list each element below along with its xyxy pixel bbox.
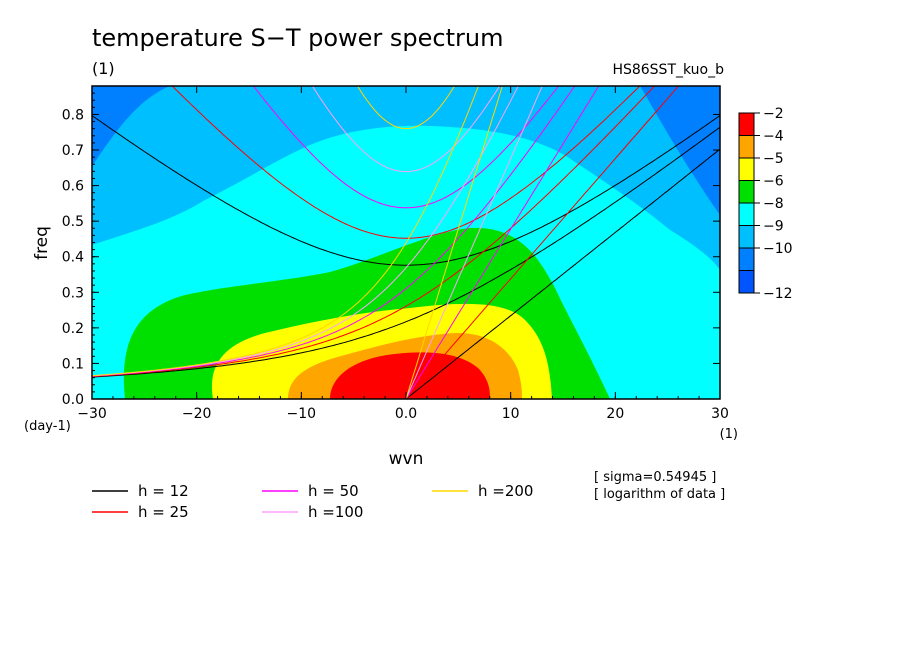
y-axis-title: freq [32, 226, 52, 260]
y-tick-label: 0.3 [62, 285, 84, 301]
dispersion-curves [92, 86, 720, 399]
legend-label: h = 25 [138, 503, 189, 521]
y-tick-label: 0.5 [62, 214, 84, 230]
colorbar-label: −2 [763, 106, 784, 122]
colorbar-label: −8 [763, 196, 784, 212]
legend-label: h = 12 [138, 482, 189, 500]
x-tick-label: 0.0 [395, 406, 417, 422]
chart-subtitle-right: HS86SST_kuo_b [612, 62, 724, 78]
inertia-gravity-curve [252, 86, 560, 209]
kelvin-curve [405, 86, 600, 399]
colorbar-swatch [738, 135, 755, 159]
x-tick-label: −20 [182, 406, 212, 422]
inertia-gravity-curve [171, 86, 641, 239]
chart-subtitle-left: (1) [92, 59, 115, 78]
legend-label: h = 50 [308, 482, 359, 500]
colorbar-label: −10 [763, 241, 793, 257]
x-tick-label: −30 [77, 406, 107, 422]
y-tick-label: 0.8 [62, 107, 84, 123]
x-tick-label: −10 [287, 406, 317, 422]
x-axis-title: wvn [389, 449, 424, 469]
mrg-curve [92, 126, 720, 378]
colorbar-label: −6 [763, 174, 784, 190]
y-tick-label: 0.0 [62, 392, 84, 408]
inertia-gravity-curve [311, 86, 501, 173]
colorbar: −2 −4 −5 −6 −8 −9 −10 −12 [738, 106, 793, 302]
colorbar-label: −4 [763, 129, 784, 145]
note-logarithm: [ logarithm of data ] [594, 487, 725, 502]
plot-area [92, 86, 720, 399]
colorbar-label: −9 [763, 219, 784, 235]
inertia-gravity-curve [356, 86, 456, 130]
kelvin-curve [405, 86, 543, 399]
mrg-curve [92, 86, 479, 377]
x-tick-label: 20 [606, 406, 624, 422]
colorbar-swatch [738, 112, 755, 136]
y-axis: 0.0 0.1 0.2 0.3 0.4 0.5 0.6 0.7 0.8 [62, 92, 720, 408]
colorbar-swatch [738, 225, 755, 249]
x-tick-label: 10 [502, 406, 520, 422]
x-tick-label: 30 [711, 406, 729, 422]
y-tick-label: 0.7 [62, 143, 84, 159]
kelvin-curve [405, 86, 680, 399]
kelvin-curve [405, 86, 503, 399]
note-sigma: [ sigma=0.54945 ] [594, 470, 716, 485]
x-axis: −30 −20 −10 0.0 10 20 30 [77, 86, 729, 422]
legend-label: h =200 [478, 482, 533, 500]
chart-title: temperature S−T power spectrum [92, 24, 504, 52]
colorbar-swatch [738, 180, 755, 204]
y-tick-label: 0.6 [62, 179, 84, 195]
colorbar-swatch [738, 202, 755, 226]
legend-label: h =100 [308, 503, 363, 521]
colorbar-swatch [738, 157, 755, 181]
inertia-gravity-curve [92, 115, 720, 266]
y-tick-label: 0.1 [62, 356, 84, 372]
colorbar-label: −5 [763, 151, 784, 167]
legend: h = 12 h = 25 h = 50 h =100 h =200 [92, 482, 533, 521]
mrg-curve [92, 86, 656, 377]
y-tick-label: 0.2 [62, 321, 84, 337]
x-axis-unit: (1) [720, 427, 738, 442]
y-tick-label: 0.4 [62, 250, 84, 266]
kelvin-curve [405, 148, 720, 399]
colorbar-swatch [738, 247, 755, 271]
mrg-curve [92, 86, 576, 377]
mrg-curve [92, 86, 519, 377]
y-axis-unit: (day-1) [24, 419, 71, 434]
colorbar-label: −12 [763, 286, 793, 302]
colorbar-swatch [738, 270, 755, 294]
